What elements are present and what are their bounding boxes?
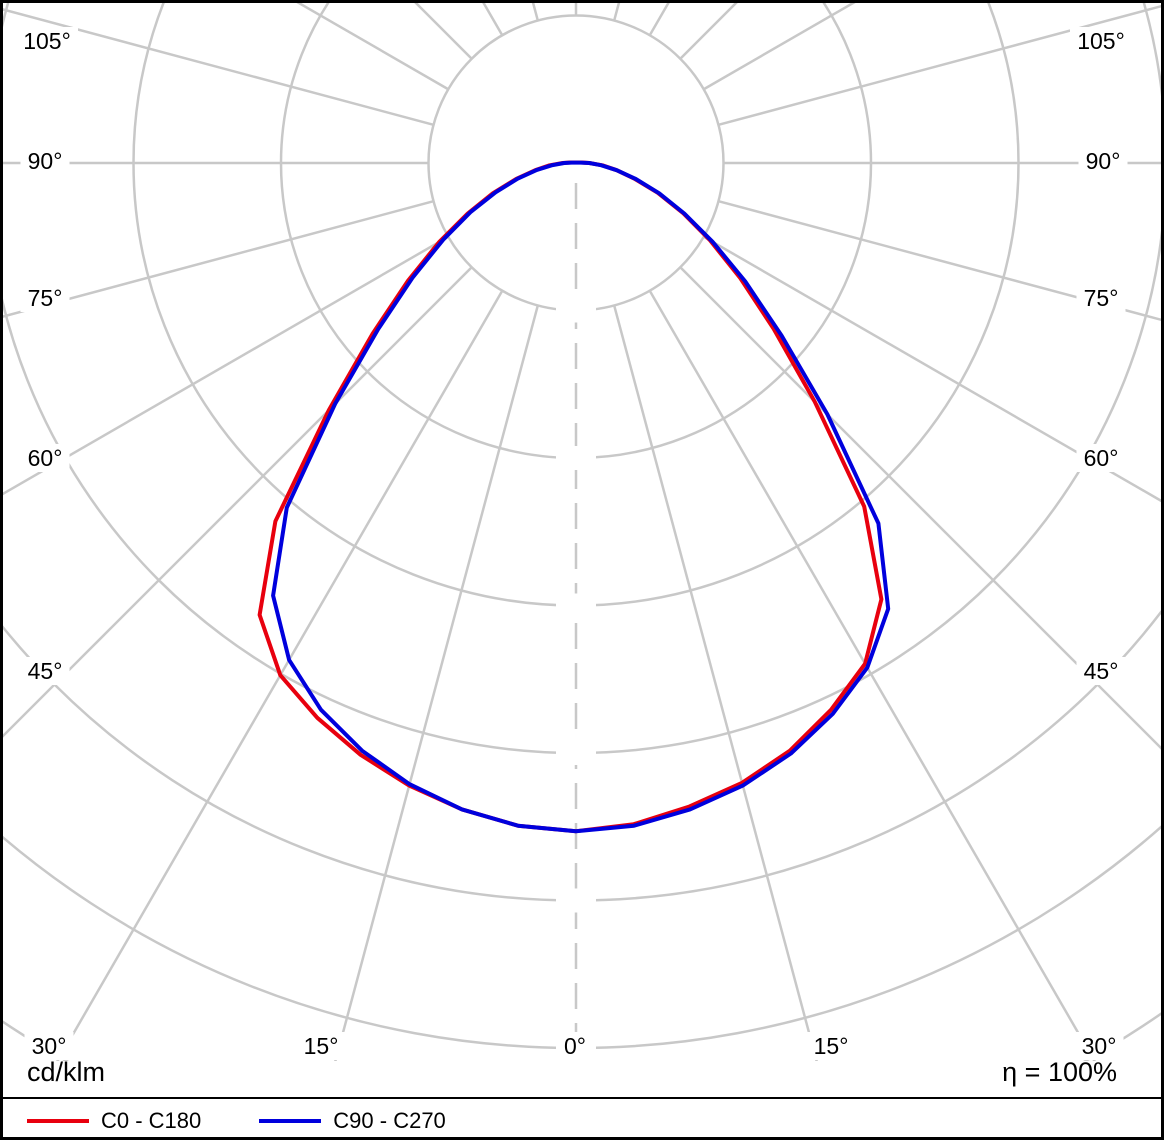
footer-info-row: cd/klm η = 100% — [27, 1055, 1117, 1089]
angle-label: 0° — [564, 1033, 586, 1059]
angle-label: 15° — [304, 1033, 339, 1059]
units-label: cd/klm — [27, 1057, 106, 1087]
axis-value-box — [556, 298, 596, 323]
grid-ray — [648, 290, 1140, 1137]
angle-label-box — [16, 27, 78, 55]
angle-label-box — [20, 147, 70, 175]
angle-label-box — [20, 657, 70, 685]
legend-label-c90-c270: C90 - C270 — [333, 1108, 446, 1133]
legend-line-c90-c270 — [259, 1119, 322, 1123]
footer-divider — [3, 1097, 1161, 1099]
legend: C0 - C180 C90 - C270 — [27, 1105, 446, 1137]
angle-label-box — [296, 1032, 346, 1060]
axis-value-box — [556, 593, 596, 618]
axis-value-box — [556, 888, 596, 913]
efficiency-label: η = 100% — [1002, 1057, 1117, 1087]
angle-label: 105° — [1077, 28, 1125, 54]
legend-label-c0-c180: C0 - C180 — [101, 1108, 202, 1133]
grid-ray — [3, 199, 434, 318]
grid-ray — [718, 199, 1161, 322]
angle-label-box — [557, 1032, 593, 1060]
angle-label-box — [806, 1032, 856, 1060]
angle-label-box — [20, 444, 70, 472]
angle-label-box — [24, 1032, 74, 1060]
angle-label-box — [1078, 147, 1128, 175]
grid-ray — [12, 290, 504, 1137]
angle-label-box — [20, 284, 70, 312]
grid-ray — [718, 4, 1161, 127]
angle-label: 75° — [28, 285, 63, 311]
angle-label-box — [1076, 444, 1126, 472]
angle-label: 60° — [1084, 445, 1119, 471]
angle-label-box — [1074, 1032, 1124, 1060]
axis-value-box — [556, 741, 596, 765]
grid-ray — [612, 305, 839, 1137]
angle-label-box — [1070, 27, 1132, 55]
grid-ray — [703, 235, 1161, 503]
grid-ring — [3, 3, 1161, 755]
angle-label: 105° — [23, 28, 71, 54]
angle-label: 60° — [28, 445, 63, 471]
curve-c0-c180 — [257, 160, 884, 834]
grid-ray — [679, 266, 1161, 750]
angle-label: 75° — [1084, 285, 1119, 311]
curve-c90-c270 — [271, 160, 891, 834]
polar-chart-area: 105° 90° 75° 60° 45° 30° 105° 90° 75° 60° 45° 30° 15… — [3, 3, 1161, 1137]
grid-ray — [313, 305, 540, 1137]
polar-chart-svg: 105° 90° 75° 60° 45° 30° 105° 90° 75° 60° 45° 30° 15… — [3, 3, 1161, 1137]
axis-value-box — [556, 446, 596, 470]
angle-label: 30° — [32, 1033, 67, 1059]
angle-label: 30° — [1082, 1033, 1117, 1059]
angle-label: 45° — [28, 658, 63, 684]
angle-label: 90° — [1086, 148, 1121, 174]
grid-ray — [3, 235, 449, 496]
angle-label-box — [1076, 657, 1126, 685]
angle-label: 15° — [814, 1033, 849, 1059]
legend-line-c0-c180 — [27, 1119, 89, 1123]
grid-ray — [3, 8, 434, 127]
grid-ray — [3, 266, 473, 738]
angle-label: 45° — [1084, 658, 1119, 684]
angle-label: 90° — [28, 148, 63, 174]
angle-label-box — [1076, 284, 1126, 312]
